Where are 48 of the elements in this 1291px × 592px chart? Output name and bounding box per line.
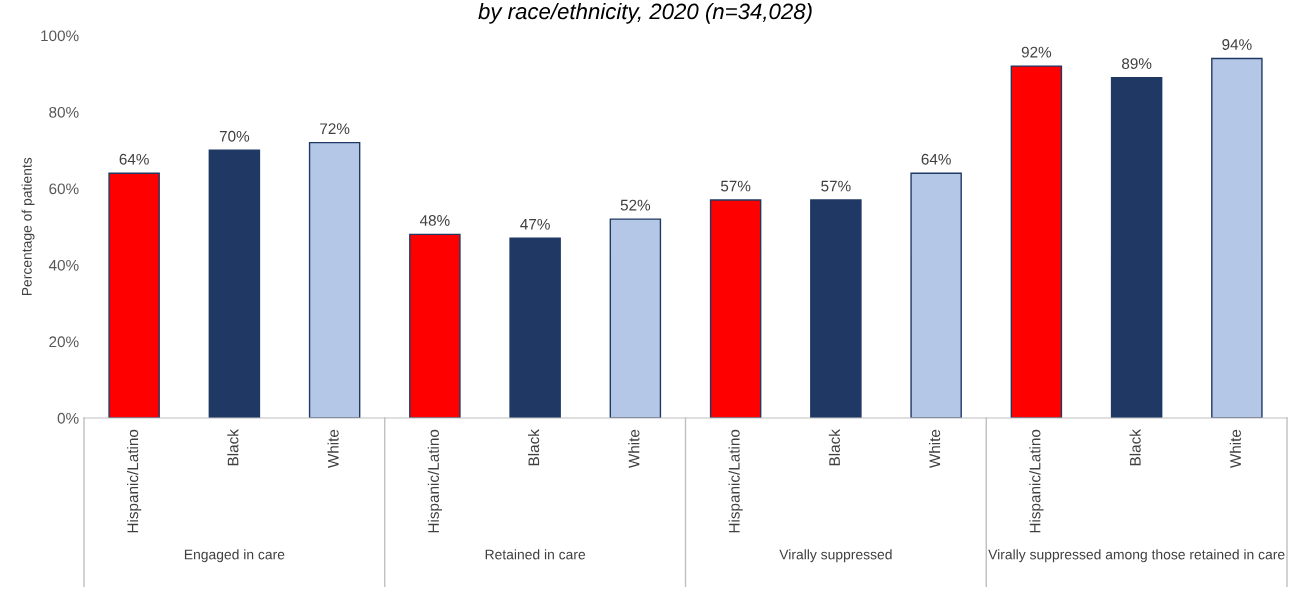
x-tick-label: White xyxy=(327,429,339,469)
bar xyxy=(1110,76,1163,418)
bar xyxy=(509,237,561,418)
x-tick-label: White xyxy=(628,429,640,469)
chart-subtitle: by race/ethnicity, 2020 (n=34,028) xyxy=(478,2,812,24)
y-tick-label: 0% xyxy=(57,412,79,424)
data-label: 92% xyxy=(1021,46,1052,58)
y-tick-label: 80% xyxy=(49,106,79,118)
bar xyxy=(409,233,461,418)
data-label: 47% xyxy=(520,218,550,230)
bar xyxy=(709,199,762,418)
x-tick-label: Black xyxy=(227,429,239,466)
x-tick-label: Hispanic/Latino xyxy=(1029,429,1044,533)
text: Retained in care xyxy=(485,549,586,560)
bar xyxy=(810,199,862,418)
y-tick-label: 40% xyxy=(48,259,79,271)
text: Virally suppressed among those retained in care xyxy=(988,549,1285,563)
data-label: 57% xyxy=(821,180,851,192)
x-tick-label: Black xyxy=(528,429,540,466)
x-tick-label: Black xyxy=(1129,429,1141,466)
x-tick-label: White xyxy=(1229,429,1241,469)
data-label: 72% xyxy=(320,123,350,134)
x-tick-label: White xyxy=(929,429,941,469)
bar xyxy=(1211,57,1263,418)
data-label: 89% xyxy=(1122,58,1152,70)
data-label: 48% xyxy=(419,215,450,226)
bar xyxy=(208,149,261,418)
y-axis-title: Percentage of patients xyxy=(21,157,35,296)
text: Engaged in care xyxy=(184,549,285,563)
x-tick-label: Hispanic/Latino xyxy=(127,429,142,533)
data-label: 64% xyxy=(119,153,149,165)
data-label: 57% xyxy=(720,180,751,192)
bar xyxy=(1010,65,1063,418)
bar xyxy=(108,172,160,418)
x-tick-label: Black xyxy=(828,429,840,466)
data-label: 94% xyxy=(1222,39,1252,50)
y-tick-label: 60% xyxy=(49,183,79,195)
bar xyxy=(308,141,361,418)
data-label: 64% xyxy=(921,153,951,165)
bar xyxy=(910,172,962,418)
x-tick-label: Hispanic/Latino xyxy=(427,429,442,533)
y-tick-label: 20% xyxy=(49,336,79,348)
data-label: 52% xyxy=(620,199,651,211)
x-tick-label: Hispanic/Latino xyxy=(728,429,743,533)
bar xyxy=(609,218,662,418)
y-tick-label: 100% xyxy=(41,30,79,42)
text: Virally suppressed xyxy=(779,549,892,563)
data-label: 70% xyxy=(219,130,250,142)
